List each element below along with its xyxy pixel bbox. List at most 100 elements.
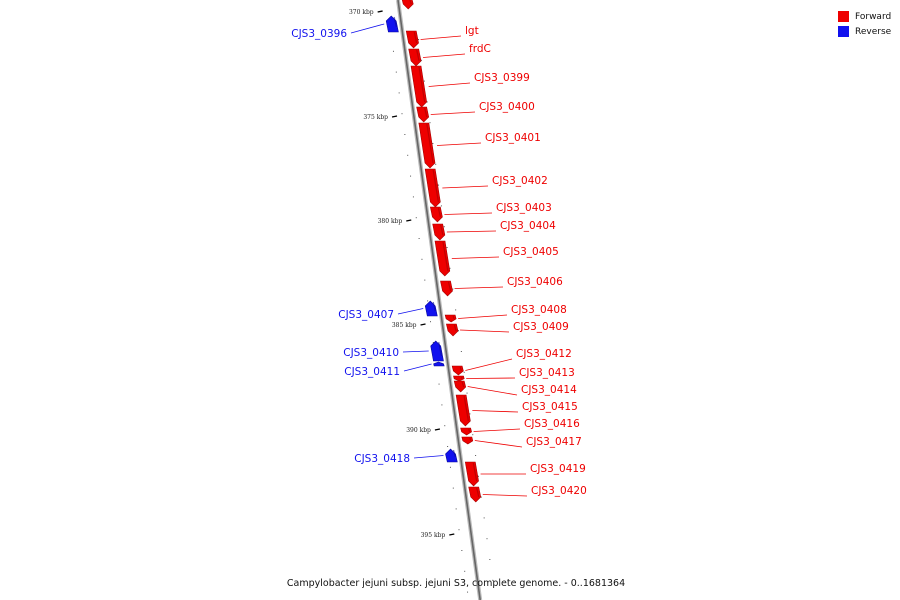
minor-tick xyxy=(492,579,494,581)
minor-tick xyxy=(480,496,482,498)
gene-label[interactable]: CJS3_0412 xyxy=(516,348,572,360)
gene-label[interactable]: CJS3_0409 xyxy=(513,321,569,333)
gene-feature[interactable] xyxy=(453,375,465,382)
gene-feature[interactable] xyxy=(429,206,443,223)
gene-shade xyxy=(437,207,441,218)
gene-shade xyxy=(413,31,418,44)
gene-label[interactable]: CJS3_0415 xyxy=(522,401,578,413)
gene-feature[interactable] xyxy=(418,122,436,169)
legend-label-reverse: Reverse xyxy=(855,26,892,37)
gene-feature[interactable] xyxy=(408,48,422,67)
gene-feature[interactable] xyxy=(445,448,458,463)
gene-label[interactable]: CJS3_0404 xyxy=(500,220,556,232)
gene-arrow[interactable] xyxy=(405,30,419,49)
gene-feature[interactable] xyxy=(401,0,414,10)
gene-feature[interactable] xyxy=(461,436,474,445)
gene-arrow[interactable] xyxy=(440,280,453,297)
gene-label[interactable]: CJS3_0414 xyxy=(521,384,577,396)
gene-feature[interactable] xyxy=(385,15,399,33)
gene-arrow[interactable] xyxy=(433,361,445,367)
gene-label[interactable]: CJS3_0417 xyxy=(526,436,582,448)
gene-label[interactable]: CJS3_0401 xyxy=(485,132,541,144)
gene-feature[interactable] xyxy=(464,461,479,487)
minor-tick xyxy=(423,80,425,82)
gene-feature[interactable] xyxy=(444,314,457,323)
gene-feature[interactable] xyxy=(432,223,446,241)
legend: Forward Reverse xyxy=(838,9,891,39)
minor-tick xyxy=(477,475,479,477)
scale-ticks: 370 kbp 375 kbp 380 kbp 385 kbp 390 kbp 395 k… xyxy=(349,9,494,593)
gene-label[interactable]: lgt xyxy=(465,25,479,37)
gene-feature[interactable] xyxy=(468,486,482,503)
gene-shade xyxy=(452,449,456,458)
gene-shade xyxy=(418,66,426,103)
gene-shade xyxy=(452,315,455,320)
gene-feature[interactable] xyxy=(424,300,438,317)
gene-feature[interactable] xyxy=(453,380,467,393)
gene-feature[interactable] xyxy=(455,394,471,427)
gene-arrow[interactable] xyxy=(408,48,422,67)
gene-arrow[interactable] xyxy=(416,106,430,123)
minor-tick xyxy=(430,321,432,323)
gene-arrow[interactable] xyxy=(464,461,479,487)
gene-label[interactable]: CJS3_0407 xyxy=(338,309,394,321)
gene-label[interactable]: CJS3_0408 xyxy=(511,304,567,316)
label-leader xyxy=(473,428,521,432)
gene-label[interactable]: CJS3_0399 xyxy=(474,72,530,84)
gene-feature[interactable] xyxy=(451,365,464,376)
gene-label[interactable]: CJS3_0403 xyxy=(496,202,552,214)
minor-tick xyxy=(392,50,394,52)
gene-feature[interactable] xyxy=(416,106,430,123)
gene-label[interactable]: CJS3_0416 xyxy=(524,418,580,430)
gene-arrow[interactable] xyxy=(432,223,446,241)
gene-arrow[interactable] xyxy=(434,240,451,277)
backbone-line xyxy=(397,0,481,600)
minor-tick xyxy=(483,517,485,519)
gene-arrow[interactable] xyxy=(385,15,399,33)
gene-arrow[interactable] xyxy=(424,300,438,317)
gene-shade xyxy=(463,395,469,422)
gene-feature[interactable] xyxy=(424,168,441,208)
gene-feature[interactable] xyxy=(440,280,453,297)
gene-feature[interactable] xyxy=(405,30,419,49)
gene-arrow[interactable] xyxy=(429,206,443,223)
gene-label[interactable]: CJS3_0411 xyxy=(344,366,400,378)
gene-arrow[interactable] xyxy=(410,65,427,108)
gene-arrow[interactable] xyxy=(430,340,444,362)
minor-tick xyxy=(447,446,449,447)
tick-label: 375 kbp xyxy=(363,114,388,121)
legend-swatch-reverse xyxy=(838,26,849,37)
gene-label[interactable]: CJS3_0406 xyxy=(507,276,563,288)
gene-feature[interactable] xyxy=(433,361,445,367)
gene-label[interactable]: frdC xyxy=(469,43,491,55)
gene-label[interactable]: CJS3_0418 xyxy=(354,453,410,465)
gene-feature[interactable] xyxy=(410,65,427,108)
gene-shade xyxy=(469,437,472,442)
minor-tick xyxy=(452,288,454,290)
gene-feature[interactable] xyxy=(446,323,459,337)
gene-feature[interactable] xyxy=(434,240,451,277)
gene-arrow[interactable] xyxy=(424,168,441,208)
gene-labels: CJS3_0396 lgt frdC CJS3_0399 CJS3_0400 CJS3_0… xyxy=(291,23,587,497)
gene-arrow[interactable] xyxy=(468,486,482,503)
gene-label[interactable]: CJS3_0400 xyxy=(479,101,535,113)
minor-tick xyxy=(452,487,454,489)
gene-shade xyxy=(424,107,428,118)
gene-arrow[interactable] xyxy=(401,0,414,10)
gene-label[interactable]: CJS3_0405 xyxy=(503,246,559,258)
gene-label[interactable]: CJS3_0402 xyxy=(492,175,548,187)
gene-arrow[interactable] xyxy=(455,394,471,427)
gene-feature[interactable] xyxy=(460,427,472,436)
minor-tick xyxy=(458,330,460,332)
gene-label[interactable]: CJS3_0420 xyxy=(531,485,587,497)
gene-label[interactable]: CJS3_0396 xyxy=(291,28,347,40)
label-leader xyxy=(460,329,510,333)
gene-label[interactable]: CJS3_0413 xyxy=(519,367,575,379)
label-leader xyxy=(465,358,513,371)
gene-label[interactable]: CJS3_0419 xyxy=(530,463,586,475)
gene-label[interactable]: CJS3_0410 xyxy=(343,347,399,359)
minor-tick xyxy=(412,196,414,198)
minor-tick xyxy=(398,92,400,94)
gene-arrow[interactable] xyxy=(418,122,436,169)
gene-feature[interactable] xyxy=(430,340,444,362)
